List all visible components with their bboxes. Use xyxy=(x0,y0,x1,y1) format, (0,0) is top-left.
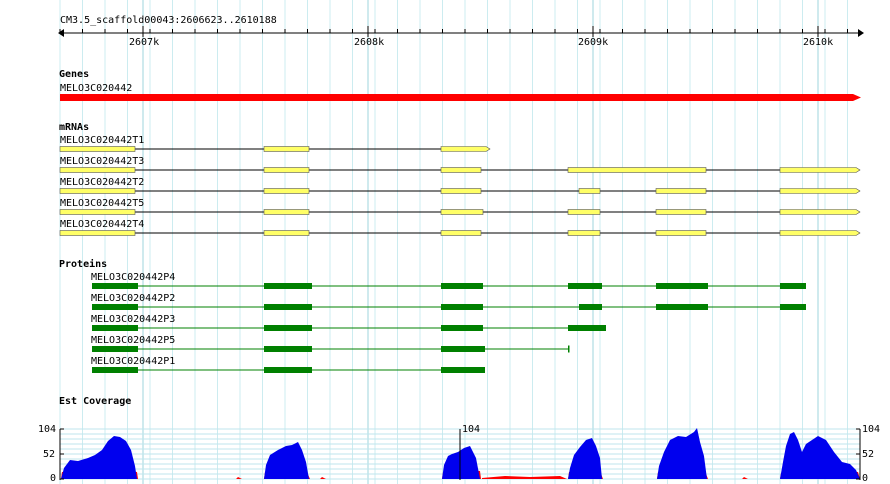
exon xyxy=(59,209,136,215)
coverage-scale-mid-right: 52 xyxy=(862,449,875,460)
cds-block xyxy=(656,283,708,289)
grid-lines xyxy=(59,0,848,484)
exon xyxy=(59,167,136,173)
protein-label[interactable]: MELO3C020442P3 xyxy=(91,314,176,325)
cds-block xyxy=(92,283,138,289)
coverage-scale-min: 0 xyxy=(50,473,57,484)
cds-block xyxy=(264,325,312,331)
ruler xyxy=(58,26,864,37)
mrna-feature[interactable] xyxy=(59,230,861,236)
mrna-feature[interactable] xyxy=(59,167,861,173)
mrna-label[interactable]: MELO3C020442T3 xyxy=(60,156,145,167)
cds-block xyxy=(568,345,570,353)
strand-arrow-icon xyxy=(853,94,861,101)
exon xyxy=(59,230,136,236)
coverage-scale-min-right: 0 xyxy=(862,473,869,484)
exon xyxy=(779,230,861,236)
coverage-scale-max-right: 104 xyxy=(862,424,881,435)
protein-label[interactable]: MELO3C020442P1 xyxy=(91,356,176,367)
coverage-scale-mid: 52 xyxy=(43,449,56,460)
cds-block xyxy=(568,283,602,289)
protein-label[interactable]: MELO3C020442P2 xyxy=(91,293,176,304)
est-coverage-plot xyxy=(59,428,861,480)
exon xyxy=(578,188,601,194)
cds-block xyxy=(441,346,485,352)
cds-block xyxy=(568,325,606,331)
cds-block xyxy=(264,283,312,289)
ruler-tick-label: 2607k xyxy=(129,37,160,48)
exon xyxy=(263,167,310,173)
cds-block xyxy=(264,304,312,310)
ruler-tick-label: 2608k xyxy=(354,37,385,48)
mrna-feature[interactable] xyxy=(59,146,491,152)
mrna-label[interactable]: MELO3C020442T5 xyxy=(60,198,145,209)
exon xyxy=(440,230,482,236)
mrna-feature[interactable] xyxy=(59,209,861,215)
coverage-scale-max-middle: 104 xyxy=(462,424,481,435)
gene-label[interactable]: MELO3C020442 xyxy=(60,83,133,94)
cds-block xyxy=(92,304,138,310)
est-coverage-track-title: Est Coverage xyxy=(59,396,132,407)
cds-block xyxy=(780,304,806,310)
exon xyxy=(59,188,136,194)
mrna-label[interactable]: MELO3C020442T1 xyxy=(60,135,145,146)
exon xyxy=(567,167,707,173)
exon xyxy=(59,146,136,152)
exon xyxy=(779,167,861,173)
proteins-track-title: Proteins xyxy=(59,259,108,270)
cds-block xyxy=(264,367,312,373)
mrna-features[interactable] xyxy=(59,146,861,236)
exon xyxy=(440,167,482,173)
exon xyxy=(263,146,310,152)
genes-track-title: Genes xyxy=(59,69,90,80)
protein-label[interactable]: MELO3C020442P5 xyxy=(91,335,176,346)
coverage-scale-max: 104 xyxy=(38,424,57,435)
ruler-tick-label: 2609k xyxy=(578,37,609,48)
cds-block xyxy=(441,283,483,289)
protein-feature[interactable] xyxy=(92,367,485,373)
exon xyxy=(263,209,310,215)
cds-block xyxy=(656,304,708,310)
cds-block xyxy=(92,367,138,373)
landmark-label: CM3.5_scaffold00043:2606623..2610188 xyxy=(60,15,277,26)
cds-block xyxy=(92,325,138,331)
right-arrow-icon xyxy=(858,29,864,37)
exon xyxy=(655,188,707,194)
protein-feature[interactable] xyxy=(92,345,570,353)
exon xyxy=(440,188,482,194)
mrna-feature[interactable] xyxy=(59,188,861,194)
cds-block xyxy=(92,346,138,352)
exon xyxy=(567,209,601,215)
mrna-label[interactable]: MELO3C020442T2 xyxy=(60,177,145,188)
cds-block xyxy=(441,325,483,331)
left-arrow-icon xyxy=(58,29,64,37)
exon xyxy=(779,209,861,215)
exon xyxy=(440,146,491,152)
exon xyxy=(263,188,310,194)
exon xyxy=(567,230,601,236)
gene-feature[interactable] xyxy=(60,94,861,101)
exon xyxy=(779,188,861,194)
exon xyxy=(655,209,707,215)
exon xyxy=(440,209,484,215)
cds-block xyxy=(264,346,312,352)
cds-block xyxy=(780,283,806,289)
cds-block xyxy=(579,304,602,310)
protein-feature[interactable] xyxy=(92,304,806,310)
protein-features[interactable] xyxy=(92,283,806,373)
exon xyxy=(263,230,310,236)
protein-label[interactable]: MELO3C020442P4 xyxy=(91,272,176,283)
exon xyxy=(655,230,707,236)
cds-block xyxy=(441,367,485,373)
protein-feature[interactable] xyxy=(92,325,606,331)
ruler-tick-label: 2610k xyxy=(803,37,834,48)
protein-feature[interactable] xyxy=(92,283,806,289)
cds-block xyxy=(441,304,483,310)
mrna-label[interactable]: MELO3C020442T4 xyxy=(60,219,145,230)
mrnas-track-title: mRNAs xyxy=(59,122,90,133)
